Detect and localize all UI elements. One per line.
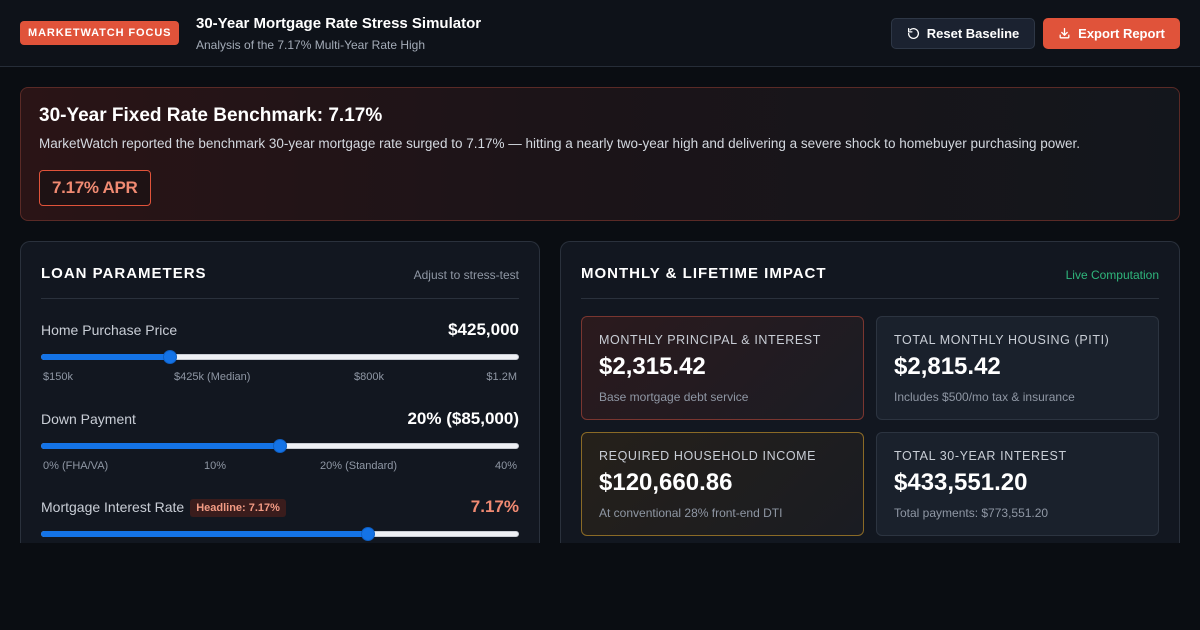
slider-thumb[interactable] bbox=[162, 350, 177, 364]
slider-thumb[interactable] bbox=[361, 527, 376, 541]
home-price-label: Home Purchase Price bbox=[41, 322, 178, 338]
tick-label: $425k (Median) bbox=[174, 371, 251, 383]
rotate-ccw-icon bbox=[907, 27, 919, 39]
tick-label: 10% bbox=[204, 460, 227, 472]
impact-title: MONTHLY & LIFETIME IMPACT bbox=[581, 265, 827, 282]
card-label: REQUIRED HOUSEHOLD INCOME bbox=[599, 449, 817, 463]
app-subtitle: Analysis of the 7.17% Multi-Year Rate Hi… bbox=[196, 38, 426, 52]
card-value: $2,815.42 bbox=[894, 353, 1001, 380]
tick-label: $150k bbox=[43, 371, 73, 383]
card-subtext: Includes $500/mo tax & insurance bbox=[894, 390, 1075, 404]
total-monthly-housing-card: TOTAL MONTHLY HOUSING (PITI) $2,815.42 I… bbox=[876, 316, 1159, 420]
interest-rate-label: Mortgage Interest Rate Headline: 7.17% bbox=[41, 499, 286, 517]
card-label: TOTAL 30-YEAR INTEREST bbox=[894, 449, 1067, 463]
panel-divider bbox=[581, 298, 1159, 299]
stress-test-note: Adjust to stress-test bbox=[413, 268, 519, 282]
down-payment-value: 20% ($85,000) bbox=[407, 409, 519, 428]
reset-baseline-button[interactable]: Reset Baseline bbox=[891, 18, 1035, 49]
interest-rate-label-text: Mortgage Interest Rate bbox=[41, 499, 185, 515]
down-payment-slider[interactable] bbox=[41, 439, 519, 453]
card-subtext: Base mortgage debt service bbox=[599, 390, 749, 404]
reset-baseline-label: Reset Baseline bbox=[926, 26, 1020, 41]
card-subtext: At conventional 28% front-end DTI bbox=[599, 506, 783, 520]
loan-parameters-title: LOAN PARAMETERS bbox=[41, 265, 207, 282]
impact-panel: MONTHLY & LIFETIME IMPACT Live Computati… bbox=[560, 241, 1180, 543]
home-price-slider[interactable] bbox=[41, 350, 519, 364]
card-label: TOTAL MONTHLY HOUSING (PITI) bbox=[894, 333, 1110, 347]
slider-fill bbox=[41, 443, 280, 449]
card-value: $433,551.20 bbox=[894, 469, 1028, 496]
marketwatch-badge: MARKETWATCH FOCUS bbox=[20, 21, 180, 45]
home-price-value: $425,000 bbox=[448, 320, 519, 339]
card-label: MONTHLY PRINCIPAL & INTEREST bbox=[599, 333, 821, 347]
panel-divider bbox=[41, 298, 519, 299]
live-computation-note: Live Computation bbox=[1065, 268, 1159, 282]
interest-rate-value: 7.17% bbox=[470, 497, 519, 516]
app-title: 30-Year Mortgage Rate Stress Simulator bbox=[196, 15, 482, 32]
slider-fill bbox=[41, 531, 369, 537]
tick-label: 0% (FHA/VA) bbox=[43, 460, 109, 472]
card-value: $2,315.42 bbox=[599, 353, 706, 380]
export-report-label: Export Report bbox=[1078, 26, 1165, 41]
tick-label: $1.2M bbox=[486, 371, 517, 383]
export-report-button[interactable]: Export Report bbox=[1043, 18, 1180, 49]
slider-fill bbox=[41, 354, 170, 360]
tick-label: 20% (Standard) bbox=[320, 460, 398, 472]
app-header: MARKETWATCH FOCUS 30-Year Mortgage Rate … bbox=[0, 0, 1200, 67]
tick-label: $800k bbox=[354, 371, 384, 383]
card-subtext: Total payments: $773,551.20 bbox=[894, 506, 1049, 520]
benchmark-banner: 30-Year Fixed Rate Benchmark: 7.17% Mark… bbox=[20, 87, 1180, 221]
download-icon bbox=[1059, 27, 1070, 39]
interest-rate-slider[interactable] bbox=[41, 527, 519, 541]
total-interest-card: TOTAL 30-YEAR INTEREST $433,551.20 Total… bbox=[876, 432, 1159, 536]
monthly-pi-card: MONTHLY PRINCIPAL & INTEREST $2,315.42 B… bbox=[581, 316, 864, 420]
slider-thumb[interactable] bbox=[273, 439, 287, 453]
loan-parameters-panel: LOAN PARAMETERS Adjust to stress-test Ho… bbox=[20, 241, 540, 543]
apr-tag: 7.17% APR bbox=[39, 170, 151, 206]
headline-rate-chip: Headline: 7.17% bbox=[190, 499, 286, 517]
card-value: $120,660.86 bbox=[599, 469, 733, 496]
required-income-card: REQUIRED HOUSEHOLD INCOME $120,660.86 At… bbox=[581, 432, 864, 536]
banner-title: 30-Year Fixed Rate Benchmark: 7.17% bbox=[39, 105, 383, 126]
tick-label: 40% bbox=[494, 460, 517, 472]
banner-description: MarketWatch reported the benchmark 30-ye… bbox=[39, 136, 1081, 151]
down-payment-label: Down Payment bbox=[41, 411, 136, 427]
